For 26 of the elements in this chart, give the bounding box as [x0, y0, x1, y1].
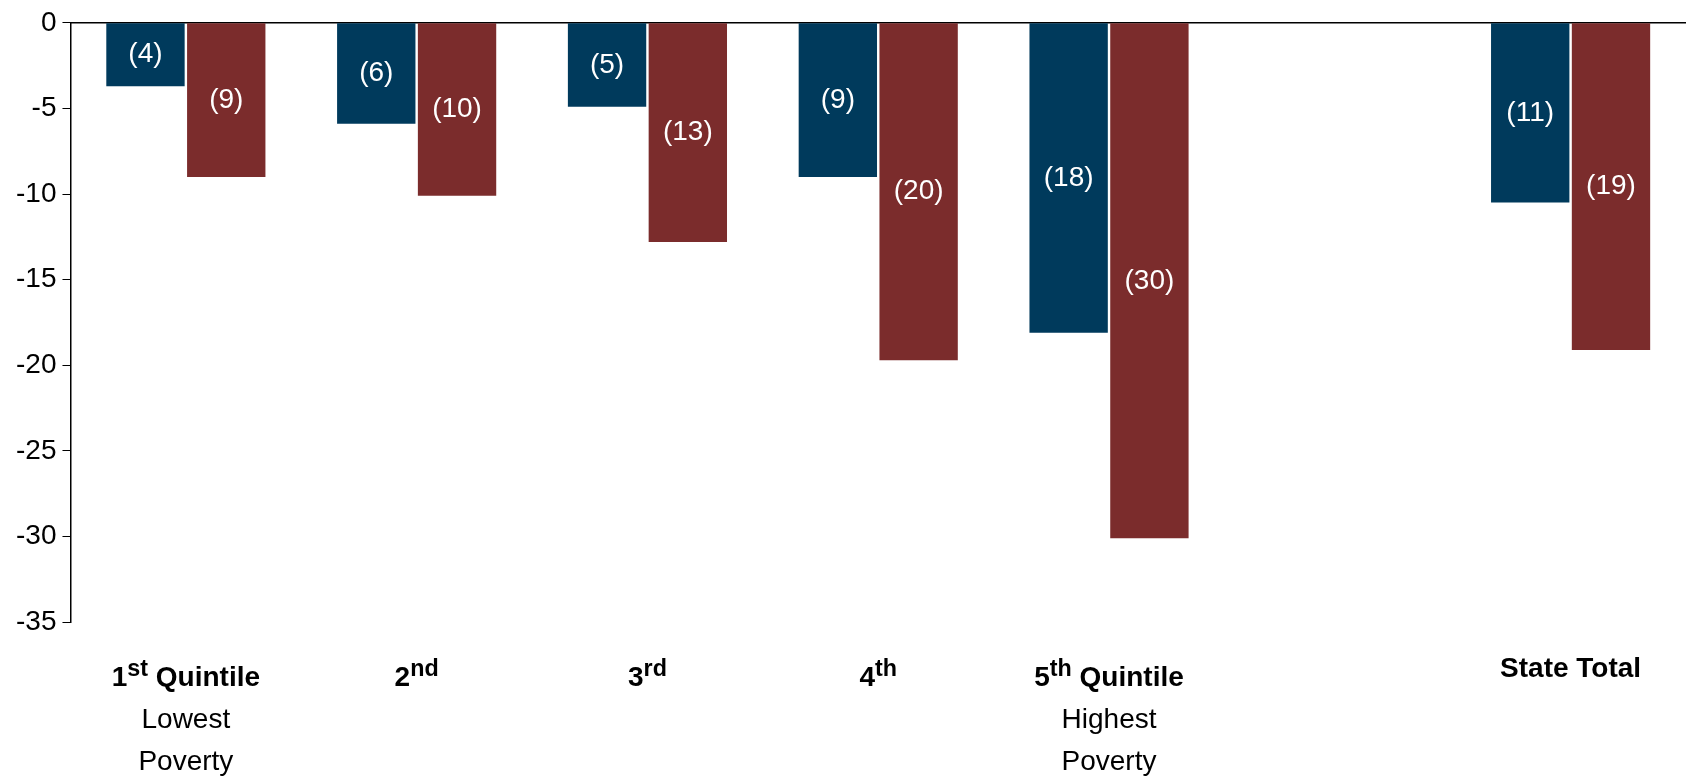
x-tick-label: 1$^{st}$ Quintile Lowest Poverty [110, 654, 261, 778]
y-tick-label: -10 [16, 176, 57, 208]
y-tick-label: -5 [31, 91, 57, 123]
x-tick-label: 4$^{th}$ [858, 654, 899, 695]
x-tick-label: 5$^{th}$ Quintile Highest Poverty [1033, 654, 1185, 778]
data-label: (9) [209, 82, 244, 114]
x-tick-label: State Total [1499, 651, 1643, 685]
data-label: (19) [1586, 169, 1636, 201]
x-tick-label: 3$^{rd}$ [626, 654, 668, 695]
data-label: (20) [893, 174, 944, 206]
data-label: (6) [359, 56, 394, 88]
y-tick-label: 0 [40, 5, 57, 37]
data-label: (4) [128, 37, 163, 69]
data-label: (9) [820, 82, 855, 114]
y-tick-label: -30 [16, 519, 57, 551]
x-tick-label: 2$^{nd}$ [393, 654, 440, 695]
y-tick-label: -20 [16, 348, 57, 380]
data-label: (5) [589, 47, 625, 79]
data-label: (11) [1506, 95, 1555, 127]
y-tick-label: -15 [16, 262, 57, 294]
data-label: (30) [1124, 263, 1175, 295]
y-tick-label: -35 [16, 604, 57, 636]
y-tick-label: -25 [16, 433, 57, 465]
data-label: (13) [662, 115, 713, 147]
data-label: (18) [1043, 160, 1094, 192]
data-label: (10) [432, 92, 482, 124]
